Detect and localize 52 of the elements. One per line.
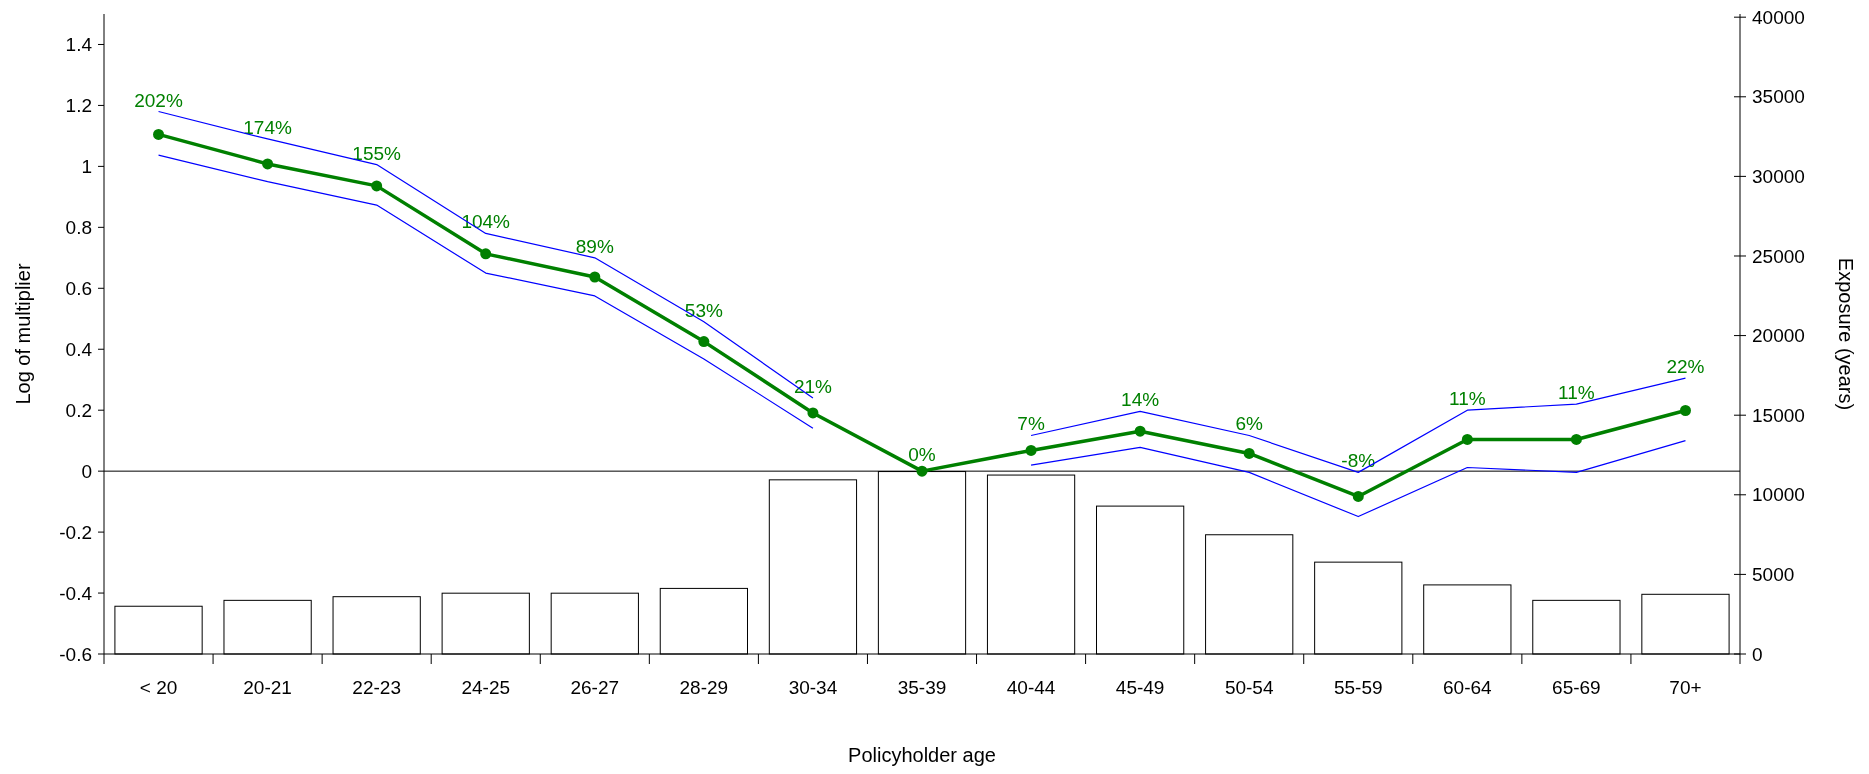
x-tick-label: 40-44 xyxy=(1006,677,1056,698)
y-tick-label: 1.2 xyxy=(65,95,92,117)
x-tick-label: 22-23 xyxy=(352,677,401,698)
x-tick-label: 28-29 xyxy=(679,677,729,698)
y2-axis-title: Exposure (years) xyxy=(1835,257,1857,411)
annotation: 11% xyxy=(1449,388,1486,410)
y-tick-label: 0.8 xyxy=(65,216,92,238)
x-tick-label: 20-21 xyxy=(243,677,292,698)
x-tick-label: 35-39 xyxy=(897,677,947,698)
y2-tick-label: 5000 xyxy=(1752,564,1795,586)
annotation: 11% xyxy=(1558,382,1595,404)
annotation: 21% xyxy=(793,376,833,397)
annotation: 53% xyxy=(684,299,723,321)
y2-tick-label: 20000 xyxy=(1752,325,1805,347)
y2-tick-label: 25000 xyxy=(1752,245,1805,267)
y-tick-label: 0.2 xyxy=(65,399,92,421)
y-tick-label: -0.4 xyxy=(59,582,93,604)
x-tick-label: 55-59 xyxy=(1333,677,1383,698)
annotation: 174% xyxy=(243,116,292,138)
y-tick-label: -0.2 xyxy=(59,521,92,543)
x-axis-title: Policyholder age xyxy=(848,744,996,766)
annotation: 14% xyxy=(1121,389,1160,411)
y-tick-label: 0.4 xyxy=(65,338,93,360)
annotation: 155% xyxy=(352,142,402,164)
x-tick-label: 30-34 xyxy=(788,677,838,698)
y2-tick-label: 35000 xyxy=(1752,86,1805,108)
annotation: -8% xyxy=(1341,450,1376,472)
y2-tick-label: 10000 xyxy=(1752,484,1805,506)
y-tick-label: 1 xyxy=(81,156,92,178)
annotation: 22% xyxy=(1666,356,1705,378)
annotation: 202% xyxy=(134,89,183,111)
annotation: 89% xyxy=(575,235,614,257)
x-tick-label: < 20 xyxy=(139,677,178,698)
x-tick-label: 50-54 xyxy=(1224,677,1274,698)
x-tick-label: 24-25 xyxy=(461,677,511,698)
x-tick-label: 45-49 xyxy=(1115,677,1165,698)
y-tick-label: 0 xyxy=(81,460,92,482)
y2-tick-label: 15000 xyxy=(1752,404,1805,426)
annotation: 6% xyxy=(1235,413,1264,435)
annotation: 0% xyxy=(908,444,936,466)
y2-tick-label: 0 xyxy=(1752,643,1763,665)
y-tick-label: 0.6 xyxy=(65,277,92,299)
y-tick-label: -0.6 xyxy=(59,643,92,665)
y2-tick-label: 40000 xyxy=(1752,6,1805,28)
x-tick-label: 65-69 xyxy=(1552,677,1601,698)
y-axis-title: Log of multiplier xyxy=(12,263,34,405)
y2-tick-label: 30000 xyxy=(1752,166,1805,188)
x-tick-label: 70+ xyxy=(1669,677,1702,698)
x-tick-label: 26-27 xyxy=(570,677,620,698)
y-tick-label: 1.4 xyxy=(65,34,93,56)
x-tick-label: 60-64 xyxy=(1443,677,1493,698)
annotation: 7% xyxy=(1017,413,1045,435)
